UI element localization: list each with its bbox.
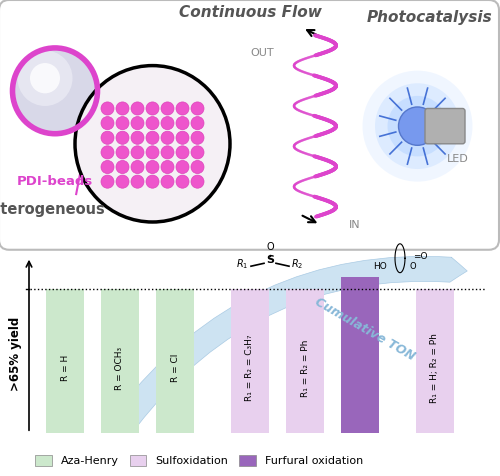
Circle shape (146, 175, 159, 188)
Text: Heterogeneous: Heterogeneous (0, 202, 106, 217)
Circle shape (161, 160, 174, 174)
Text: S: S (266, 256, 274, 266)
Circle shape (116, 117, 129, 129)
Circle shape (116, 160, 129, 174)
Circle shape (161, 175, 174, 188)
Text: HO: HO (373, 262, 387, 271)
Bar (156, 288, 194, 433)
Circle shape (176, 160, 189, 174)
Text: R₁ = R₂ = Ph: R₁ = R₂ = Ph (300, 339, 310, 397)
Text: R = OCH₃: R = OCH₃ (116, 347, 124, 390)
Circle shape (176, 146, 189, 159)
Circle shape (146, 131, 159, 144)
Text: O: O (266, 242, 274, 252)
Bar (416, 288, 454, 433)
FancyArrowPatch shape (117, 257, 467, 427)
FancyBboxPatch shape (425, 109, 465, 144)
Circle shape (161, 146, 174, 159)
Circle shape (131, 146, 144, 159)
Text: O: O (409, 262, 416, 271)
Circle shape (362, 70, 472, 182)
Circle shape (375, 83, 460, 169)
Circle shape (146, 160, 159, 174)
Circle shape (131, 131, 144, 144)
Circle shape (176, 175, 189, 188)
Bar (101, 288, 139, 433)
Text: IN: IN (349, 219, 361, 229)
Circle shape (116, 131, 129, 144)
Circle shape (146, 146, 159, 159)
Circle shape (131, 117, 144, 129)
Text: Continuous Flow: Continuous Flow (178, 5, 322, 20)
Text: >65% yield: >65% yield (10, 317, 22, 391)
Circle shape (176, 117, 189, 129)
Text: Cumulative TON: Cumulative TON (312, 295, 418, 363)
Circle shape (101, 175, 114, 188)
Circle shape (18, 50, 72, 106)
Circle shape (161, 117, 174, 129)
Circle shape (161, 102, 174, 115)
Bar (341, 277, 379, 433)
Text: R₁ = R₂ = C₃H₇: R₁ = R₂ = C₃H₇ (246, 335, 254, 401)
Circle shape (75, 66, 230, 222)
Bar (286, 288, 324, 433)
Bar (231, 288, 269, 433)
Circle shape (116, 175, 129, 188)
Text: OUT: OUT (250, 48, 274, 58)
Circle shape (191, 146, 204, 159)
Text: $R_2$: $R_2$ (292, 258, 304, 271)
Circle shape (116, 102, 129, 115)
Circle shape (101, 117, 114, 129)
Circle shape (191, 175, 204, 188)
FancyBboxPatch shape (0, 0, 499, 250)
Circle shape (12, 48, 98, 134)
Text: =O: =O (413, 252, 427, 261)
Bar (46, 288, 84, 433)
Circle shape (161, 131, 174, 144)
Circle shape (146, 102, 159, 115)
Text: LED: LED (446, 154, 468, 164)
Circle shape (191, 117, 204, 129)
Circle shape (116, 146, 129, 159)
Text: R₁ = H; R₂ = Ph: R₁ = H; R₂ = Ph (430, 333, 440, 403)
Text: R = H: R = H (60, 355, 70, 381)
Text: $R_1$: $R_1$ (236, 258, 248, 271)
Circle shape (388, 96, 448, 157)
Circle shape (101, 102, 114, 115)
Circle shape (131, 102, 144, 115)
Circle shape (131, 160, 144, 174)
Text: PDI-beads: PDI-beads (17, 175, 93, 188)
Circle shape (131, 175, 144, 188)
Circle shape (30, 63, 60, 93)
Circle shape (176, 131, 189, 144)
Circle shape (191, 131, 204, 144)
Circle shape (398, 107, 436, 145)
Circle shape (101, 146, 114, 159)
Circle shape (176, 102, 189, 115)
Circle shape (191, 160, 204, 174)
Circle shape (146, 117, 159, 129)
Circle shape (101, 131, 114, 144)
Legend: Aza-Henry, Sulfoxidation, Furfural oxidation: Aza-Henry, Sulfoxidation, Furfural oxida… (30, 450, 367, 471)
Text: Photocatalysis: Photocatalysis (367, 10, 493, 25)
Text: R = Cl: R = Cl (170, 354, 179, 382)
Circle shape (101, 160, 114, 174)
Circle shape (191, 102, 204, 115)
